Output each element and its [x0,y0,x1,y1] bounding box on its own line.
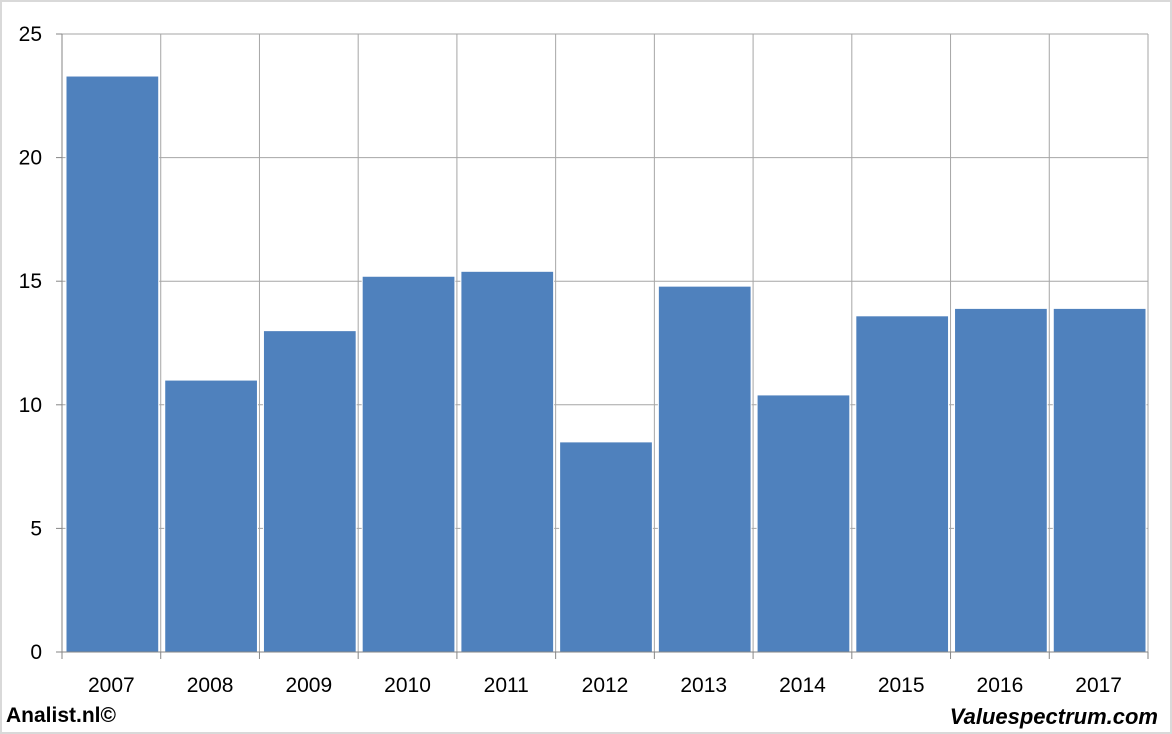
bar-2011 [460,270,555,653]
y-tick-label: 15 [19,270,42,293]
x-tick-label: 2016 [977,674,1024,697]
y-tick-label: 0 [30,641,42,664]
axes [56,33,1149,659]
bar-2007 [65,75,160,653]
bar-2013 [657,285,752,653]
x-tick-label: 2008 [187,674,234,697]
y-tick-label: 20 [19,147,42,170]
x-tick-label: 2014 [779,674,826,697]
tick-labels: 0 5 10 15 20 25 2007 2008 2009 2010 2011 2012 2013 20… [19,23,1122,697]
bar-2010 [361,275,456,653]
x-tick-label: 2010 [384,674,431,697]
x-tick-label: 2013 [680,674,727,697]
bar-2016 [954,307,1048,653]
valuespectrum-text: Valuespectrum.com [949,704,1158,729]
bars [65,75,1147,653]
y-tick-label: 25 [19,23,42,46]
bar-2017 [1052,307,1147,653]
gridlines [61,33,1149,652]
analist-copyright-text: Analist.nl© [6,704,116,727]
bar-2009 [262,330,357,653]
y-tick-label: 10 [19,394,42,417]
x-tick-label: 2012 [582,674,629,697]
x-tick-label: 2009 [285,674,332,697]
bar-2015 [855,315,950,653]
bar-2012 [559,441,653,653]
x-tick-label: 2011 [484,674,529,697]
y-tick-label: 5 [30,517,42,540]
x-tick-label: 2017 [1075,674,1122,697]
bar-2014 [756,394,851,653]
x-tick-label: 2015 [878,674,925,697]
x-tick-label: 2007 [88,674,135,697]
bar-2008 [164,379,258,653]
